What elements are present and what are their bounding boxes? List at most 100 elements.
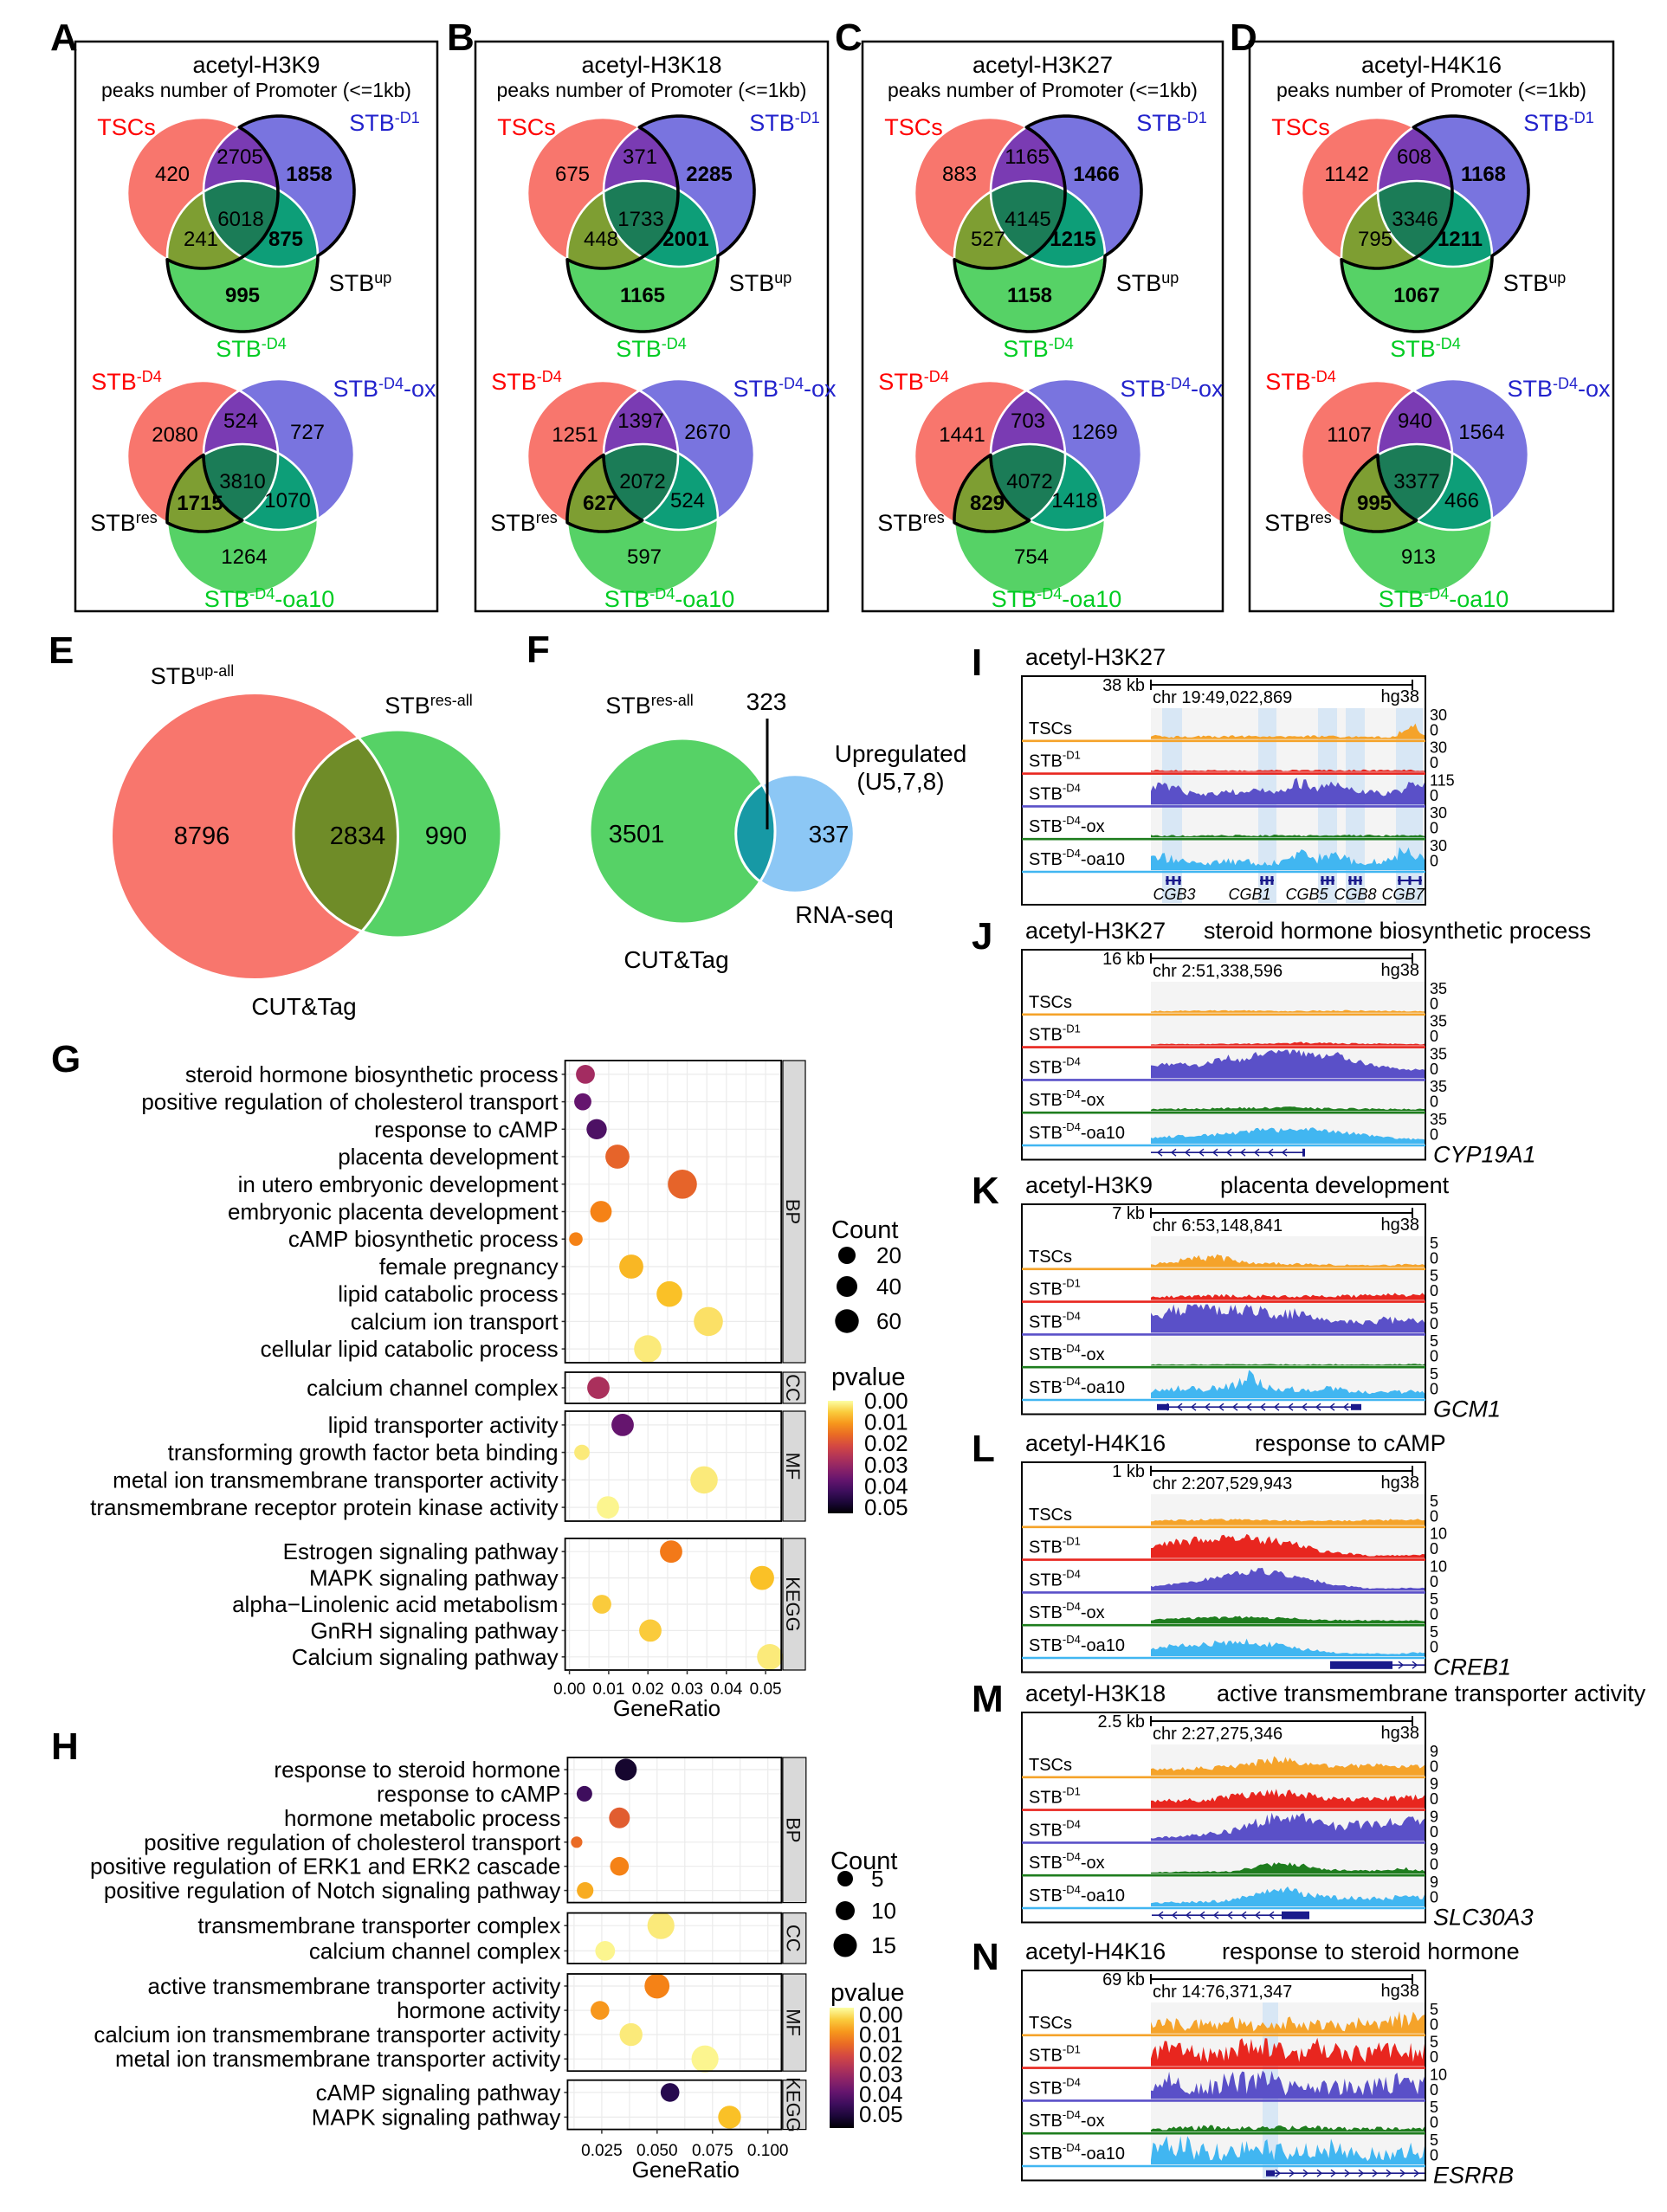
svg-text:1 kb: 1 kb (1112, 1462, 1145, 1481)
svg-text:0.01: 0.01 (859, 2022, 903, 2048)
svg-text:60: 60 (876, 1308, 901, 1334)
svg-text:0: 0 (1430, 1282, 1438, 1299)
svg-text:115: 115 (1430, 771, 1455, 789)
svg-text:CUT&Tag: CUT&Tag (624, 946, 728, 973)
svg-text:STBres-all: STBres-all (384, 692, 473, 719)
svg-text:0: 0 (1430, 787, 1438, 804)
svg-text:acetyl-H3K9: acetyl-H3K9 (1025, 1172, 1153, 1198)
svg-text:acetyl-H3K27: acetyl-H3K27 (972, 52, 1113, 78)
svg-text:peaks number of Promoter (<=1k: peaks number of Promoter (<=1kb) (497, 79, 807, 101)
svg-text:7 kb: 7 kb (1112, 1204, 1145, 1223)
svg-text:STB-D1: STB-D1 (749, 109, 820, 136)
svg-text:35: 35 (1430, 980, 1447, 997)
svg-text:cAMP biosynthetic process: cAMP biosynthetic process (288, 1226, 559, 1252)
svg-text:1264: 1264 (221, 545, 267, 569)
svg-text:acetyl-H4K16: acetyl-H4K16 (1025, 1430, 1166, 1456)
svg-text:hg38: hg38 (1381, 687, 1420, 706)
svg-text:9: 9 (1430, 1776, 1438, 1793)
svg-text:hg38: hg38 (1381, 1216, 1420, 1235)
svg-text:0.00: 0.00 (859, 2002, 903, 2028)
svg-text:STB-D4-oa10: STB-D4-oa10 (204, 585, 335, 612)
svg-text:placenta development: placenta development (338, 1144, 559, 1170)
svg-text:F: F (527, 629, 550, 671)
svg-text:30: 30 (1430, 837, 1447, 854)
svg-text:1070: 1070 (264, 489, 310, 513)
svg-text:0: 0 (1430, 1823, 1438, 1841)
svg-text:embryonic placenta development: embryonic placenta development (228, 1199, 559, 1225)
svg-text:0: 0 (1430, 1315, 1438, 1332)
svg-text:703: 703 (1011, 410, 1045, 433)
svg-text:MF: MF (782, 2009, 804, 2036)
svg-text:0.05: 0.05 (750, 1680, 782, 1699)
svg-text:0.00: 0.00 (864, 1388, 908, 1414)
svg-text:TSCs: TSCs (1029, 1248, 1072, 1267)
svg-text:795: 795 (1358, 228, 1392, 251)
svg-text:995: 995 (1357, 492, 1392, 515)
svg-text:response to cAMP: response to cAMP (374, 1116, 558, 1142)
svg-text:5: 5 (1430, 2034, 1438, 2051)
svg-text:0.01: 0.01 (592, 1680, 624, 1699)
svg-text:STB-D4-ox: STB-D4-ox (333, 375, 436, 402)
svg-text:0.03: 0.03 (864, 1452, 908, 1478)
svg-text:1215: 1215 (1050, 228, 1095, 251)
svg-text:940: 940 (1398, 410, 1432, 433)
svg-text:B: B (447, 16, 475, 59)
svg-text:response to cAMP: response to cAMP (377, 1781, 560, 1807)
svg-text:M: M (972, 1678, 1004, 1720)
svg-text:5: 5 (1430, 1299, 1438, 1317)
svg-text:transmembrane transporter comp: transmembrane transporter complex (197, 1912, 560, 1938)
svg-text:0.02: 0.02 (864, 1430, 908, 1456)
svg-text:1418: 1418 (1051, 489, 1097, 513)
svg-text:TSCs: TSCs (1271, 114, 1330, 140)
svg-text:active transmembrane transport: active transmembrane transporter activit… (148, 1973, 561, 1999)
svg-text:16 kb: 16 kb (1102, 950, 1145, 969)
svg-text:metal ion transmembrane transp: metal ion transmembrane transporter acti… (115, 2046, 560, 2072)
svg-text:STB-D4: STB-D4 (491, 368, 562, 395)
svg-text:2705: 2705 (216, 145, 262, 169)
svg-text:RNA-seq: RNA-seq (795, 901, 894, 928)
svg-text:15: 15 (871, 1932, 896, 1958)
svg-text:STB-D4: STB-D4 (1390, 335, 1461, 362)
svg-text:0.05: 0.05 (864, 1494, 908, 1520)
svg-text:5: 5 (1430, 1267, 1438, 1285)
svg-text:STB-D1: STB-D1 (1136, 109, 1207, 136)
svg-text:TSCs: TSCs (97, 114, 156, 140)
svg-text:positive regulation of ERK1 an: positive regulation of ERK1 and ERK2 cas… (90, 1854, 560, 1880)
svg-text:CGB3: CGB3 (1153, 886, 1195, 903)
svg-text:1251: 1251 (552, 423, 598, 447)
svg-text:H: H (51, 1725, 79, 1768)
svg-text:1142: 1142 (1324, 163, 1369, 186)
svg-text:acetyl-H4K16: acetyl-H4K16 (1361, 52, 1502, 78)
svg-text:2285: 2285 (686, 163, 732, 186)
svg-text:913: 913 (1401, 545, 1436, 569)
svg-text:627: 627 (583, 492, 617, 515)
svg-text:STB-D4-ox: STB-D4-ox (1029, 814, 1105, 836)
svg-text:KEGG: KEGG (782, 2077, 804, 2132)
svg-text:0.04: 0.04 (864, 1473, 908, 1499)
svg-text:5: 5 (1430, 1332, 1438, 1350)
svg-text:A: A (50, 16, 78, 59)
svg-text:1165: 1165 (1005, 145, 1050, 169)
svg-text:STB-D4: STB-D4 (1003, 335, 1074, 362)
svg-text:727: 727 (290, 421, 325, 444)
svg-text:0.02: 0.02 (632, 1680, 664, 1699)
svg-text:acetyl-H3K9: acetyl-H3K9 (192, 52, 320, 78)
svg-text:response to steroid hormone: response to steroid hormone (1222, 1938, 1520, 1964)
svg-text:8796: 8796 (174, 822, 230, 850)
svg-text:0: 0 (1430, 1856, 1438, 1873)
svg-text:0: 0 (1430, 2015, 1438, 2033)
svg-text:875: 875 (268, 228, 303, 251)
svg-text:response to steroid hormone: response to steroid hormone (274, 1757, 560, 1783)
svg-text:STB-D4-oa10: STB-D4-oa10 (1029, 2141, 1125, 2164)
svg-text:STBres: STBres (877, 509, 945, 536)
svg-text:5: 5 (1430, 1235, 1438, 1252)
svg-text:response to cAMP: response to cAMP (1255, 1430, 1446, 1456)
svg-text:transforming growth factor bet: transforming growth factor beta binding (168, 1440, 559, 1466)
svg-text:G: G (51, 1038, 81, 1080)
svg-text:acetyl-H3K27: acetyl-H3K27 (1025, 918, 1166, 944)
svg-text:Estrogen signaling pathway: Estrogen signaling pathway (283, 1538, 559, 1564)
svg-text:5: 5 (1430, 1365, 1438, 1383)
svg-text:0.04: 0.04 (859, 2081, 903, 2107)
svg-text:1715: 1715 (177, 492, 223, 515)
svg-text:CC: CC (782, 1374, 804, 1402)
